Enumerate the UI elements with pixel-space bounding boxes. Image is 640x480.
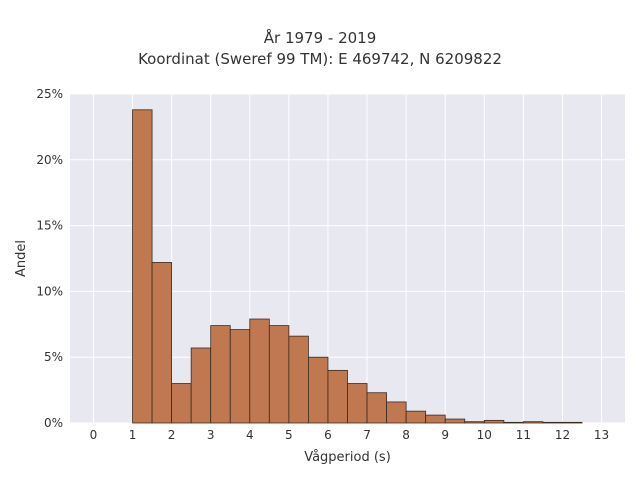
- chart-title-line1: År 1979 - 2019: [263, 29, 377, 47]
- histogram-bar: [562, 421, 583, 424]
- histogram-bar: [229, 329, 251, 424]
- x-tick-labels: 0 1 2 3 4 5 6 7 8 9 10 11 12 13: [90, 428, 610, 442]
- histogram-bar: [503, 421, 524, 424]
- x-tick-label: 10: [477, 428, 492, 442]
- histogram-bar: [327, 369, 348, 424]
- chart-title-line2: Koordinat (Sweref 99 TM): E 469742, N 62…: [138, 50, 502, 68]
- x-tick-label: 8: [402, 428, 410, 442]
- histogram-bar: [249, 318, 270, 424]
- histogram-bar: [464, 421, 485, 424]
- chart-title: År 1979 - 2019 Koordinat (Sweref 99 TM):…: [0, 28, 640, 70]
- histogram-bar: [288, 335, 309, 424]
- histogram-bar: [425, 414, 446, 424]
- x-tick-label: 2: [168, 428, 176, 442]
- x-tick-label: 3: [207, 428, 215, 442]
- x-tick-label: 6: [324, 428, 332, 442]
- x-tick-label: 7: [363, 428, 371, 442]
- x-axis-label: Vågperiod (s): [304, 450, 391, 465]
- y-axis-label: Andel: [14, 240, 29, 277]
- histogram-bar: [483, 419, 505, 424]
- y-tick-label: 10%: [36, 284, 63, 298]
- histogram-bar: [210, 325, 231, 424]
- histogram-bar: [308, 356, 329, 424]
- histogram-bar: [171, 383, 192, 424]
- x-tick-label: 4: [246, 428, 254, 442]
- histogram-bar: [190, 347, 212, 424]
- bars-group: [132, 109, 583, 424]
- histogram-bar: [522, 421, 544, 424]
- y-tick-label: 5%: [44, 350, 63, 364]
- x-tick-label: 9: [441, 428, 449, 442]
- histogram-bar: [444, 418, 466, 424]
- histogram-bar: [386, 401, 407, 424]
- y-tick-labels: 0% 5% 10% 15% 20% 25%: [36, 87, 63, 430]
- y-tick-label: 0%: [44, 416, 63, 430]
- x-tick-label: 1: [129, 428, 137, 442]
- y-tick-label: 15%: [36, 219, 63, 233]
- y-tick-label: 25%: [36, 87, 63, 101]
- histogram-bar: [366, 392, 387, 424]
- x-tick-label: 13: [594, 428, 609, 442]
- histogram-bar: [132, 109, 153, 424]
- histogram-bar: [347, 383, 368, 424]
- histogram-bar: [405, 410, 427, 424]
- histogram-bar: [268, 325, 290, 424]
- x-tick-label: 11: [516, 428, 531, 442]
- histogram-bar: [151, 262, 173, 424]
- x-tick-label: 0: [90, 428, 98, 442]
- x-tick-label: 5: [285, 428, 293, 442]
- histogram-bar: [542, 421, 563, 424]
- x-tick-label: 12: [555, 428, 570, 442]
- y-tick-label: 20%: [36, 153, 63, 167]
